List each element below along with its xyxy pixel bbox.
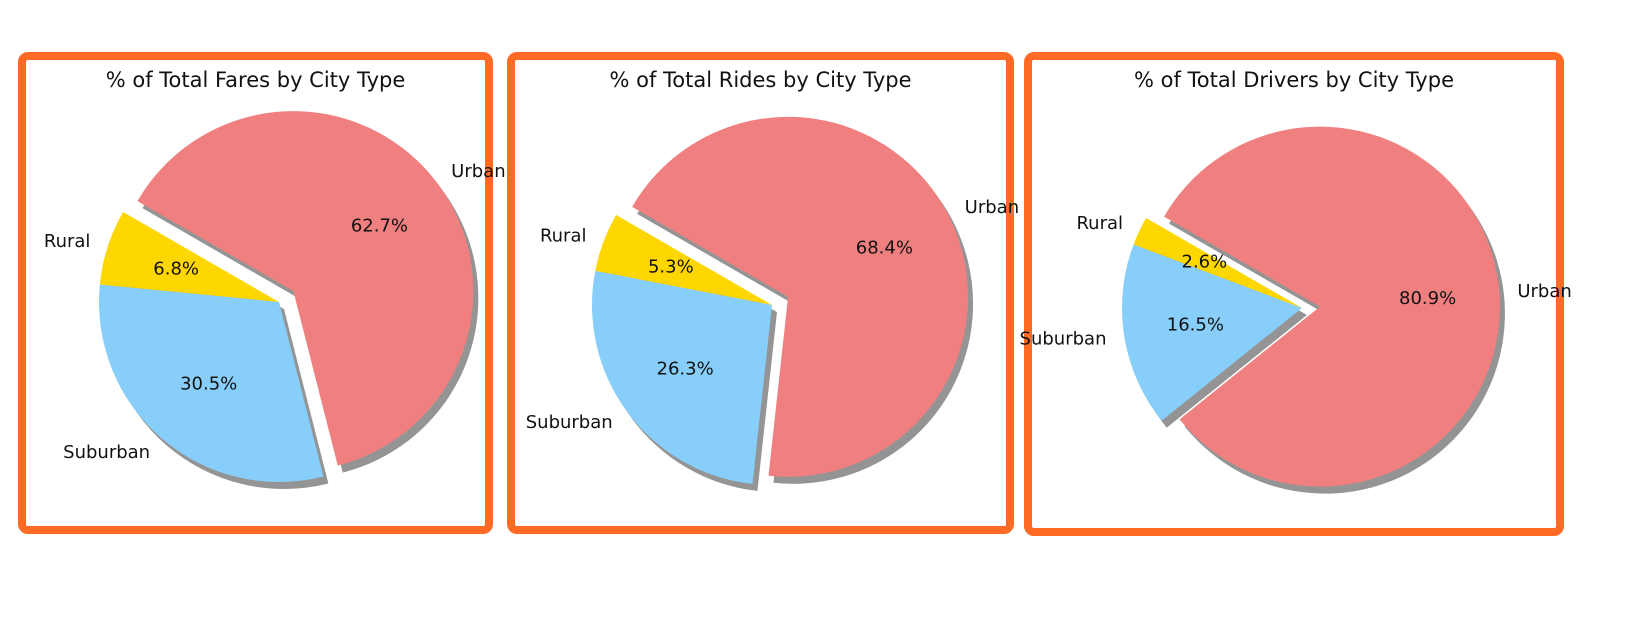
fares-chart-panel: % of Total Fares by City Type 6.8% Rural 3…	[18, 52, 506, 534]
fares-pie-chart: 6.8% Rural 30.5% Suburban 62.7% Urban	[44, 111, 506, 489]
pie-slice-suburban	[1122, 244, 1302, 421]
drivers-chart-panel: % of Total Drivers by City Type 2.6% Rura…	[1020, 52, 1572, 536]
rides-chart-title: % of Total Rides by City Type	[609, 68, 912, 92]
slice-label-rural: Rural	[44, 231, 91, 252]
pct-label-rural: 2.6%	[1182, 251, 1228, 272]
pie-slice-suburban	[99, 284, 324, 483]
slice-label-rural: Rural	[1076, 213, 1123, 234]
slice-label-urban: Urban	[1517, 281, 1571, 302]
slice-label-urban: Urban	[965, 197, 1019, 218]
pct-label-urban: 68.4%	[856, 238, 913, 259]
pie-slice-urban	[1164, 126, 1500, 487]
pie-slice-suburban	[592, 270, 772, 484]
slice-label-suburban: Suburban	[63, 442, 150, 463]
pct-label-suburban: 30.5%	[180, 373, 237, 394]
slice-label-rural: Rural	[540, 225, 587, 246]
pct-label-rural: 5.3%	[648, 257, 694, 278]
fares-chart-title: % of Total Fares by City Type	[105, 68, 406, 92]
pct-label-urban: 80.9%	[1399, 288, 1456, 309]
pct-label-urban: 62.7%	[351, 215, 408, 236]
rides-chart-panel: % of Total Rides by City Type 5.3% Rural 2…	[507, 52, 1019, 534]
pie-slice-rural	[595, 215, 772, 305]
pct-label-rural: 6.8%	[153, 259, 199, 280]
pct-label-suburban: 26.3%	[657, 359, 714, 380]
pie-slice-urban	[137, 111, 474, 466]
slice-label-suburban: Suburban	[1020, 329, 1107, 350]
slice-label-urban: Urban	[451, 161, 505, 182]
pie-slice-urban	[632, 116, 969, 477]
pct-label-suburban: 16.5%	[1167, 315, 1224, 336]
slice-label-suburban: Suburban	[526, 412, 613, 433]
pie-slice-rural	[1133, 218, 1302, 308]
rides-pie-chart: 5.3% Rural 26.3% Suburban 68.4% Urban	[526, 116, 1019, 491]
pie-slice-rural	[99, 212, 279, 302]
drivers-pie-chart: 2.6% Rural 16.5% Suburban 80.9% Urban	[1020, 126, 1572, 494]
drivers-chart-title: % of Total Drivers by City Type	[1133, 68, 1454, 92]
